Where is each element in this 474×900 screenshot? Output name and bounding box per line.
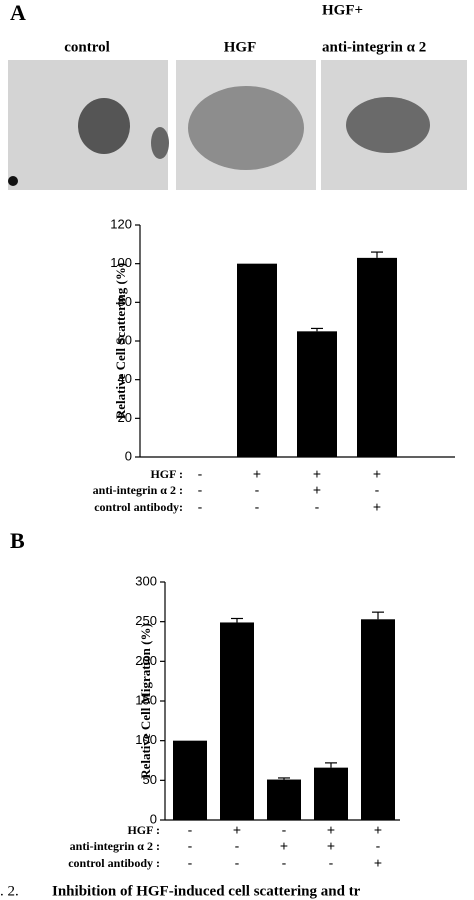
condition-sign: + [313,466,321,482]
y-tick-label: 300 [135,573,157,588]
y-tick-label: 50 [143,772,157,787]
y-tick-label: 100 [110,255,132,270]
bar [220,622,254,820]
y-tick-label: 80 [118,294,132,309]
panel-label: B [10,528,25,553]
bar [297,331,337,457]
condition-sign: - [198,482,203,498]
condition-sign: - [255,482,260,498]
condition-sign: + [374,822,382,838]
y-tick-label: 40 [118,371,132,386]
y-tick-label: 150 [135,692,157,707]
condition-sign: + [253,466,261,482]
caption-text: Inhibition of HGF-induced cell scatterin… [52,883,361,899]
caption-label: Fig. 2. [0,883,19,899]
condition-sign: - [188,822,193,838]
condition-label: HGF : [127,823,160,837]
condition-sign: - [329,855,334,871]
condition-sign: - [315,499,320,515]
bar [361,619,395,820]
bar [173,740,207,820]
y-tick-label: 0 [150,811,157,826]
image-label: HGF+ [322,2,363,18]
condition-sign: + [313,482,321,498]
condition-sign: - [282,822,287,838]
condition-sign: - [376,838,381,854]
panel-label: A [10,0,26,25]
y-tick-label: 20 [118,410,132,425]
condition-sign: - [235,855,240,871]
y-tick-label: 100 [135,732,157,747]
condition-sign: - [255,499,260,515]
image-label: anti-integrin α 2 [322,39,426,55]
bar [314,767,348,820]
condition-label: anti-integrin α 2 : [93,483,183,497]
condition-sign: + [373,466,381,482]
condition-sign: + [374,855,382,871]
condition-label: HGF : [150,467,183,481]
condition-sign: - [198,499,203,515]
condition-sign: + [327,822,335,838]
y-axis-label: Relative Cell Migration (%) [138,623,153,779]
micrographs [8,60,467,190]
condition-sign: - [188,838,193,854]
y-tick-label: 120 [110,216,132,231]
condition-sign: + [233,822,241,838]
y-tick-label: 60 [118,332,132,347]
condition-sign: - [282,855,287,871]
condition-sign: + [280,838,288,854]
image-label: HGF [224,39,257,55]
y-tick-label: 250 [135,613,157,628]
y-tick-label: 200 [135,653,157,668]
image-label: control [64,39,110,55]
condition-label: anti-integrin α 2 : [70,839,160,853]
condition-label: control antibody: [94,500,183,514]
y-axis-label: Relative Cell Scattering (%) [113,263,128,419]
condition-sign: + [327,838,335,854]
condition-sign: - [188,855,193,871]
condition-sign: - [235,838,240,854]
condition-sign: - [198,466,203,482]
bar [267,779,301,820]
condition-sign: - [375,482,380,498]
y-tick-label: 0 [125,448,132,463]
condition-label: control antibody : [68,856,160,870]
bar [357,257,397,457]
condition-sign: + [373,499,381,515]
bar [237,263,277,457]
